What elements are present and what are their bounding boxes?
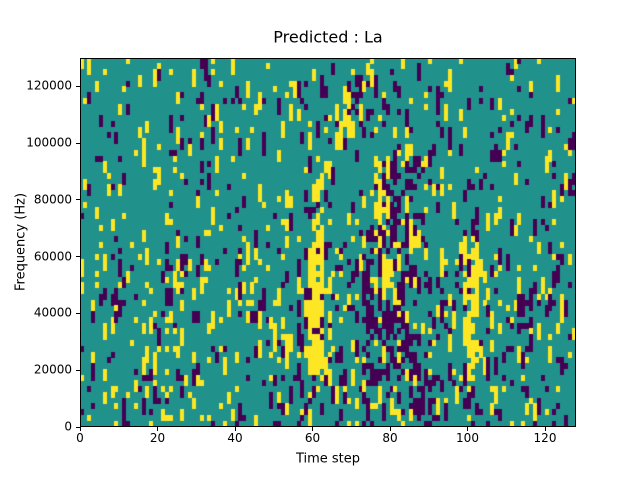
x-tick: [544, 427, 546, 431]
x-axis-label: Time step: [295, 451, 361, 467]
y-axis-label: Frequency (Hz): [13, 192, 29, 292]
y-tick: [76, 369, 80, 371]
y-tick: [76, 142, 80, 144]
y-tick-label: 0: [64, 419, 72, 434]
y-tick: [76, 426, 80, 428]
x-tick: [234, 427, 236, 431]
x-tick: [312, 427, 313, 431]
x-tick: [157, 427, 158, 431]
x-tick-label: 100: [456, 431, 479, 445]
y-tick: [76, 312, 80, 314]
y-tick: [76, 199, 80, 201]
y-tick-label: 60000: [33, 249, 72, 264]
x-tick: [389, 427, 391, 431]
x-tick-label: 20: [149, 431, 166, 445]
x-tick: [79, 427, 81, 431]
x-tick-label: 80: [382, 431, 398, 445]
x-tick-label: 60: [304, 431, 321, 445]
y-tick-label: 80000: [33, 192, 72, 207]
y-tick: [76, 85, 80, 87]
heatmap: [80, 58, 576, 427]
x-tick: [467, 427, 468, 431]
y-tick-label: 20000: [33, 362, 72, 377]
y-tick-label: 40000: [33, 305, 72, 320]
y-tick: [76, 256, 80, 258]
y-tick-label: 120000: [26, 78, 72, 93]
x-tick-label: 120: [533, 431, 557, 445]
chart-title: Predicted : La: [273, 27, 383, 47]
x-tick-label: 40: [227, 431, 243, 445]
y-tick-label: 100000: [26, 135, 72, 150]
x-tick-label: 0: [76, 431, 84, 445]
